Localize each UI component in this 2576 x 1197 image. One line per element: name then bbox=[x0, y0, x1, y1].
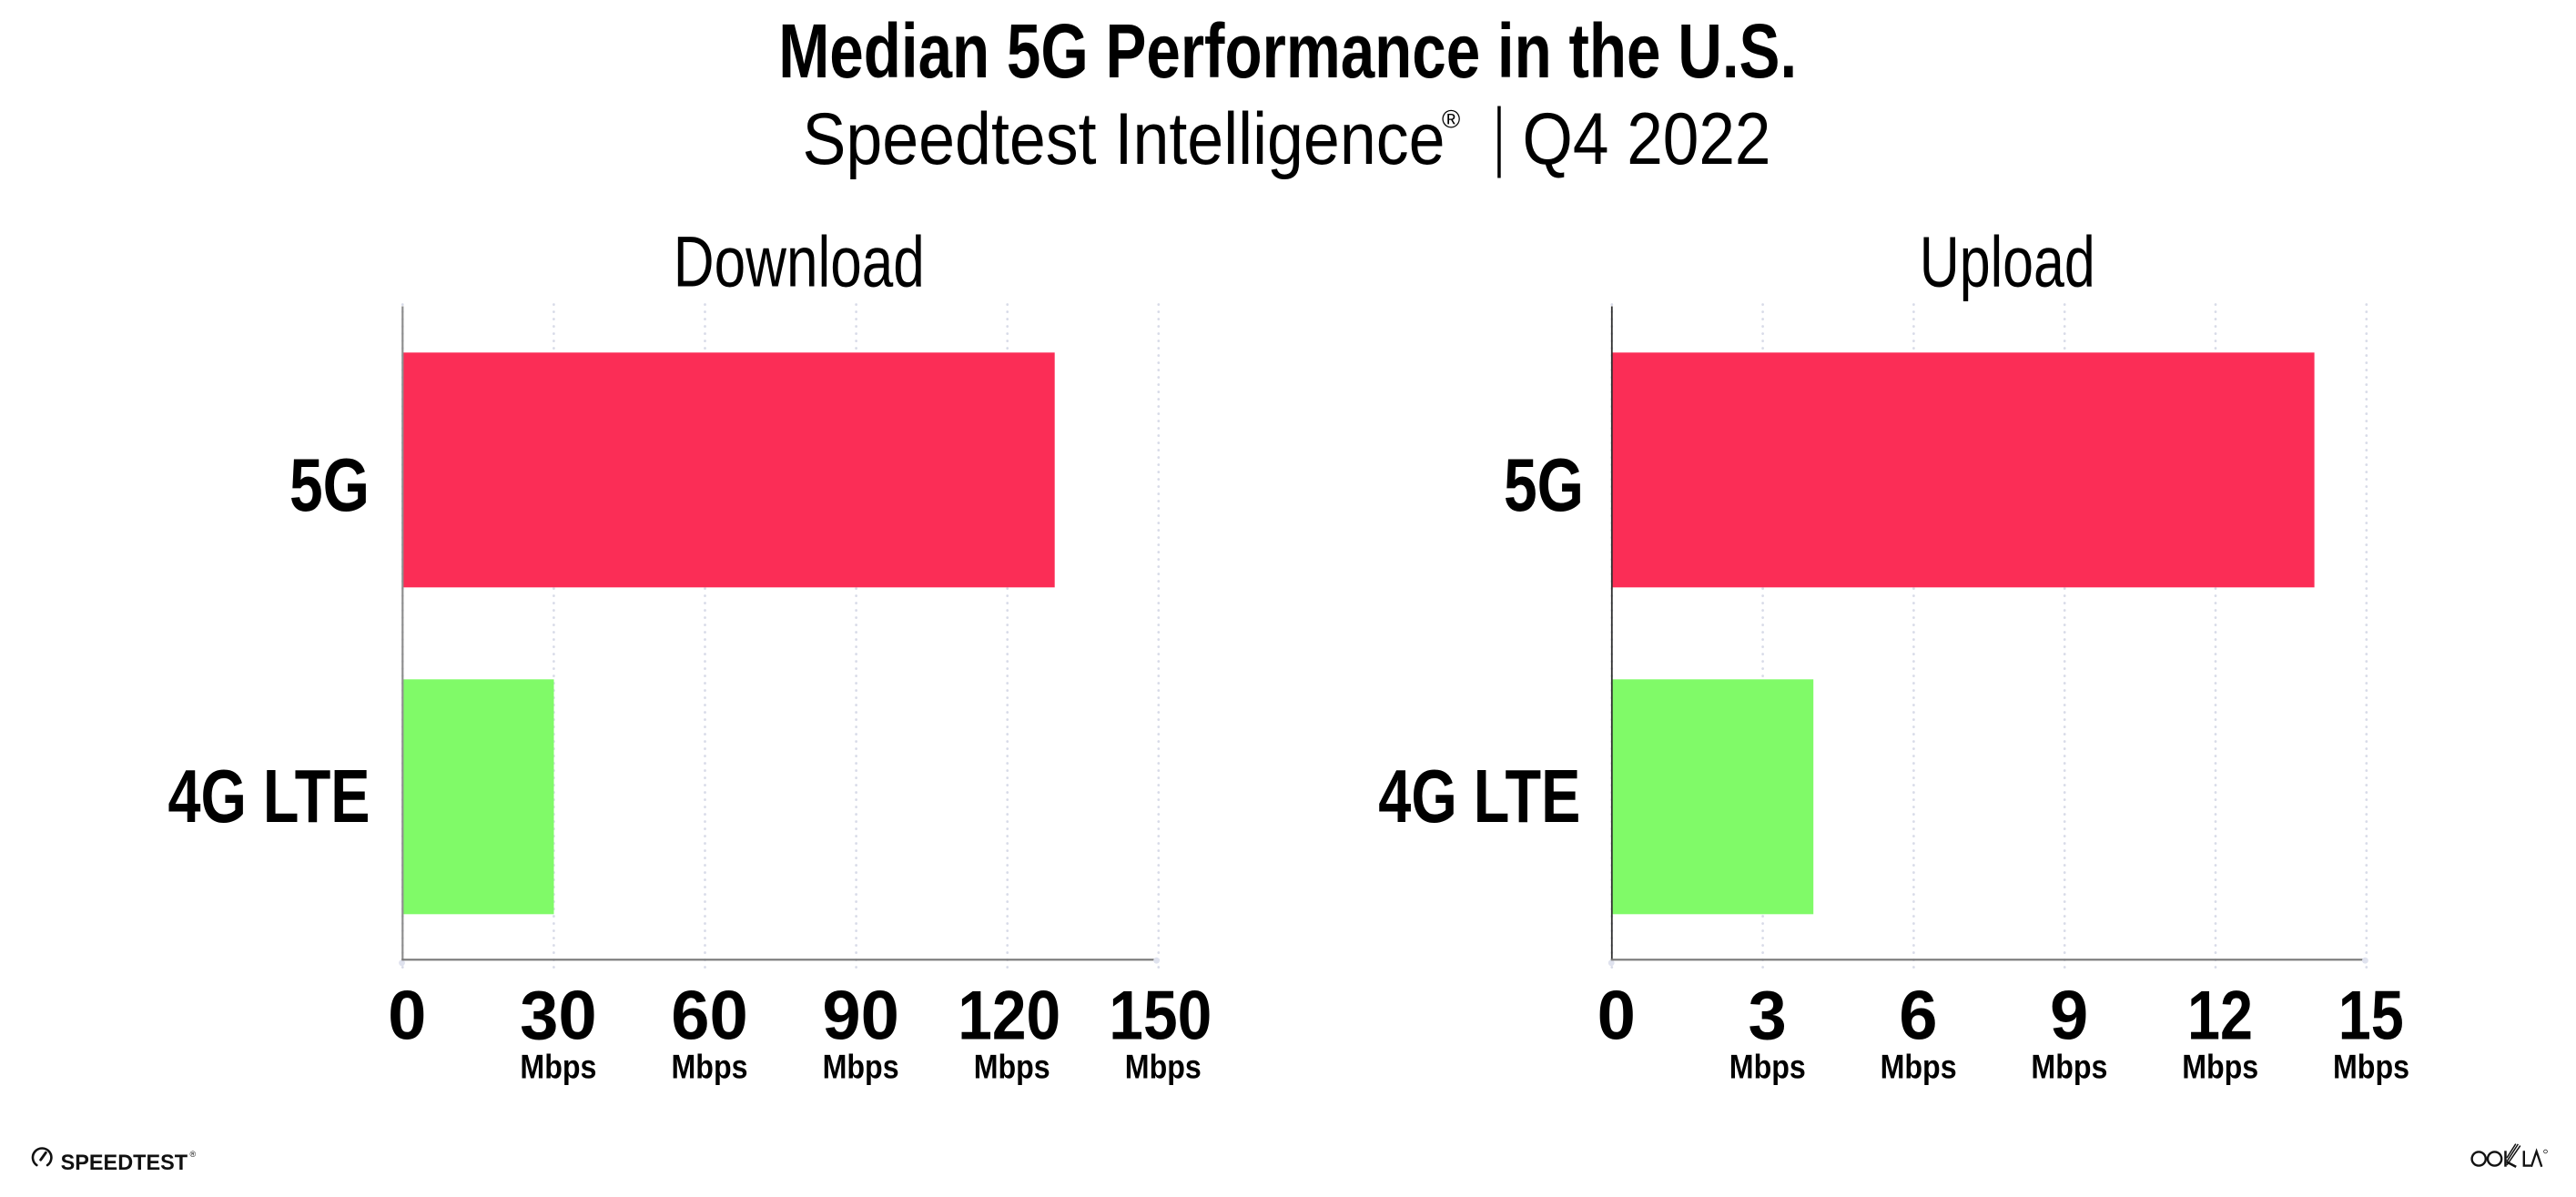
svg-text:4G LTE: 4G LTE bbox=[168, 754, 370, 838]
svg-text:5G: 5G bbox=[289, 442, 370, 527]
svg-text:30: 30 bbox=[520, 977, 597, 1054]
svg-text:Median 5G Performance in the U: Median 5G Performance in the U.S. bbox=[778, 8, 1797, 94]
svg-text:9: 9 bbox=[2050, 977, 2088, 1054]
svg-text:Mbps: Mbps bbox=[823, 1049, 899, 1086]
svg-text:Mbps: Mbps bbox=[2182, 1049, 2258, 1086]
svg-text:0: 0 bbox=[1597, 977, 1636, 1054]
svg-text:Speedtest Intelligence: Speedtest Intelligence bbox=[803, 98, 1445, 180]
svg-text:Mbps: Mbps bbox=[1881, 1049, 1957, 1086]
svg-text:5G: 5G bbox=[1504, 442, 1584, 527]
svg-text:90: 90 bbox=[822, 977, 899, 1054]
svg-text:®: ® bbox=[1442, 106, 1460, 134]
svg-text:Mbps: Mbps bbox=[672, 1049, 748, 1086]
svg-text:Mbps: Mbps bbox=[974, 1049, 1050, 1086]
svg-text:Upload: Upload bbox=[1920, 221, 2095, 302]
svg-text:120: 120 bbox=[958, 977, 1060, 1054]
svg-text:SPEEDTEST: SPEEDTEST bbox=[61, 1151, 188, 1175]
svg-text:Mbps: Mbps bbox=[1729, 1049, 1806, 1086]
svg-text:®: ® bbox=[190, 1150, 197, 1159]
svg-text:60: 60 bbox=[671, 977, 748, 1054]
svg-text:Mbps: Mbps bbox=[2333, 1049, 2409, 1086]
svg-text:12: 12 bbox=[2187, 977, 2253, 1054]
svg-text:6: 6 bbox=[1899, 977, 1937, 1054]
svg-text:Mbps: Mbps bbox=[1125, 1049, 1202, 1086]
svg-text:Q4 2022: Q4 2022 bbox=[1523, 98, 1771, 180]
svg-text:3: 3 bbox=[1748, 977, 1786, 1054]
svg-text:150: 150 bbox=[1109, 977, 1212, 1054]
svg-text:Mbps: Mbps bbox=[520, 1049, 596, 1086]
svg-text:Mbps: Mbps bbox=[2031, 1049, 2107, 1086]
svg-text:4G LTE: 4G LTE bbox=[1378, 754, 1580, 838]
svg-text:Download: Download bbox=[674, 221, 925, 302]
svg-text:15: 15 bbox=[2338, 977, 2404, 1054]
svg-text:0: 0 bbox=[388, 977, 426, 1054]
